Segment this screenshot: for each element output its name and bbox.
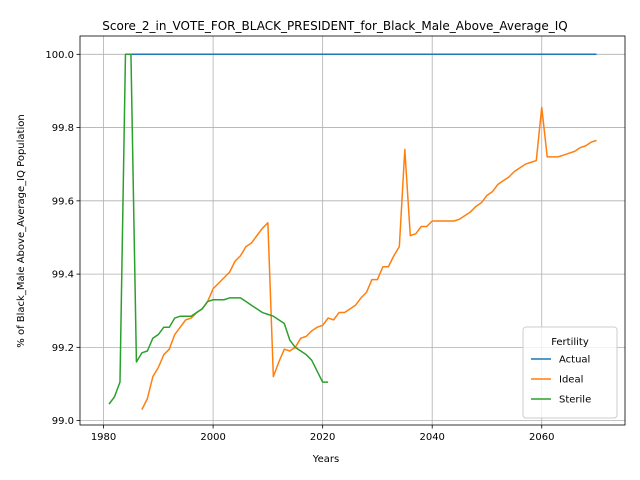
y-axis-title: % of Black_Male Above_Average_IQ Populat…	[16, 114, 27, 347]
y-tick-label: 99.2	[52, 343, 74, 354]
x-tick-label: 2000	[200, 432, 225, 443]
legend-title: Fertility	[551, 337, 589, 348]
legend-label-actual: Actual	[559, 355, 590, 366]
x-tick-label: 1980	[91, 432, 116, 443]
x-tick-label: 2060	[529, 432, 554, 443]
plot-area-frame	[79, 35, 626, 426]
y-axis-ticks: 99.0 99.2 99.4 99.6 99.8 100.0	[45, 50, 80, 427]
x-tick-label: 2040	[419, 432, 444, 443]
legend: Fertility Actual Ideal Sterile	[522, 326, 618, 419]
series-line-ideal	[141, 106, 597, 410]
y-tick-label: 100.0	[45, 50, 74, 61]
x-axis-ticks: 1980 2000 2020 2040 2060	[91, 425, 554, 443]
y-tick-label: 99.0	[52, 416, 74, 427]
series-lines	[108, 53, 597, 410]
legend-box	[522, 326, 618, 419]
series-line-sterile	[108, 53, 329, 405]
y-tick-label: 99.4	[52, 270, 74, 281]
legend-label-ideal: Ideal	[559, 375, 583, 386]
chart-title: Score_2_in_VOTE_FOR_BLACK_PRESIDENT_for_…	[102, 19, 567, 33]
y-tick-label: 99.8	[52, 123, 74, 134]
x-tick-label: 2020	[310, 432, 335, 443]
legend-items: Actual Ideal Sterile	[531, 355, 591, 406]
legend-label-sterile: Sterile	[559, 395, 591, 406]
x-axis-title: Years	[312, 454, 339, 465]
y-tick-label: 99.6	[52, 196, 74, 207]
